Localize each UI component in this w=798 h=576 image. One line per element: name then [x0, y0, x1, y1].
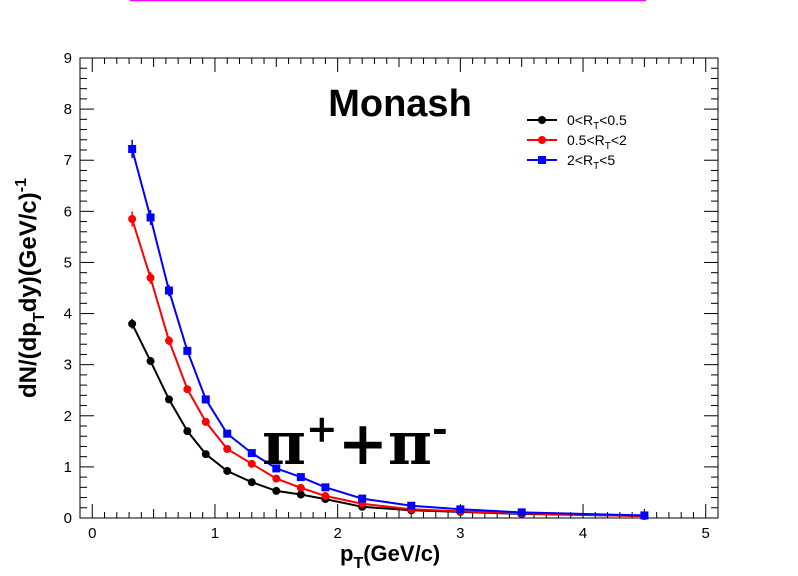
x-tick-label: 3	[456, 525, 464, 542]
data-point	[128, 215, 137, 223]
tick-labels: 0 1 2 3 4 5 0 1 2 3 4 5 6 7 8 9	[64, 50, 710, 542]
legend-label: 2<RT<5	[567, 152, 615, 172]
y-tick-label: 8	[64, 101, 72, 118]
x-tick-label: 4	[579, 525, 587, 542]
data-point	[183, 427, 192, 436]
data-point	[517, 508, 526, 517]
data-point	[296, 490, 305, 499]
legend-entry-1: 0.5<RT<2	[527, 132, 627, 152]
y-tick-label: 0	[64, 510, 72, 527]
data-point	[223, 445, 232, 453]
data-point	[201, 395, 210, 404]
x-tick-label: 2	[333, 525, 341, 542]
x-axis-title: pT(GeV/c)	[340, 541, 440, 572]
x-tick-label: 5	[702, 525, 710, 542]
data-point	[358, 494, 367, 503]
data-point	[272, 486, 281, 495]
y-tick-label: 5	[64, 254, 72, 271]
particle-annotation: π++π-	[262, 406, 448, 479]
data-point	[296, 483, 305, 492]
data-point	[146, 213, 155, 222]
data-point	[407, 501, 416, 510]
particle-minus-sign: -	[432, 406, 448, 451]
chart-title: Monash	[328, 83, 472, 125]
data-point	[201, 450, 210, 459]
data-point	[146, 273, 155, 282]
data-point	[183, 385, 192, 394]
data-point	[201, 417, 210, 426]
x-tick-label: 0	[88, 525, 96, 542]
data-point	[296, 473, 305, 482]
legend: 0<RT<0.50.5<RT<22<RT<5	[527, 112, 627, 172]
data-point	[128, 319, 137, 328]
y-tick-label: 6	[64, 203, 72, 220]
data-point	[321, 483, 330, 492]
y-tick-label: 2	[64, 408, 72, 425]
legend-marker	[538, 136, 546, 144]
y-tick-label: 7	[64, 152, 72, 169]
legend-entry-0: 0<RT<0.5	[527, 112, 627, 132]
data-point	[164, 336, 173, 345]
data-point	[272, 464, 281, 473]
x-tick-label: 1	[211, 525, 219, 542]
data-point	[164, 395, 173, 404]
data-point	[128, 144, 137, 153]
particle-pi-2: π	[388, 409, 432, 479]
legend-marker	[538, 116, 546, 124]
series-layer	[128, 139, 649, 520]
legend-entry-2: 2<RT<5	[527, 152, 615, 172]
legend-label: 0<RT<0.5	[567, 112, 627, 132]
data-point	[183, 346, 192, 355]
data-point	[247, 459, 256, 468]
legend-label: 0.5<RT<2	[567, 132, 627, 152]
data-point	[640, 511, 649, 520]
y-tick-label: 3	[64, 357, 72, 374]
particle-pi: π	[262, 409, 306, 479]
data-point	[146, 357, 155, 366]
y-tick-label: 1	[64, 459, 72, 476]
data-point	[247, 449, 256, 458]
data-point	[456, 505, 465, 514]
data-point	[247, 478, 256, 487]
legend-marker	[538, 156, 546, 164]
series-2	[128, 139, 649, 520]
data-point	[272, 474, 281, 483]
y-tick-label: 4	[64, 306, 72, 323]
particle-plus-sign: +	[306, 406, 338, 451]
data-point	[321, 492, 330, 501]
data-point	[164, 286, 173, 295]
data-point	[223, 466, 232, 475]
y-tick-label: 9	[64, 50, 72, 67]
data-point	[223, 429, 232, 438]
y-axis-title: dN/(dpTdy)(GeV/c)-1	[13, 178, 48, 398]
particle-join: +	[338, 409, 388, 479]
